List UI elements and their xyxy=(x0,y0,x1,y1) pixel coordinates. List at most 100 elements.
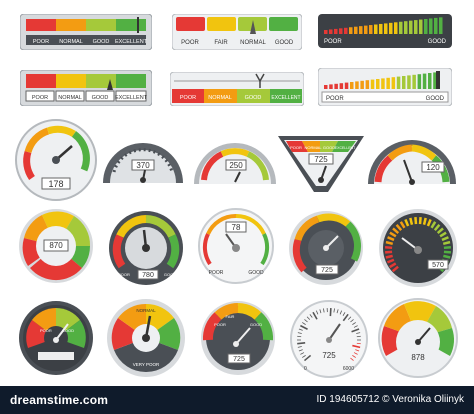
gauge-r3-4-tick xyxy=(339,310,343,315)
gauge-r1-4-label-good: GOOD xyxy=(323,145,335,150)
bar4-label-excellent: EXCELLENT xyxy=(115,95,148,101)
led1-label-poor: POOR xyxy=(324,39,342,45)
gauge-r2-5-tick xyxy=(389,262,397,269)
gauge-r3-4-tick xyxy=(351,328,360,333)
led2-segment xyxy=(402,76,406,89)
led1-segment xyxy=(374,24,378,34)
gauge-r2-5-tick xyxy=(392,227,400,234)
led2-segment xyxy=(324,85,328,89)
led-bar-2-graphic: POOR GOOD xyxy=(317,67,453,107)
gauge-r1-4-label-poor: POOR xyxy=(290,145,302,150)
led-bar-1-graphic: POOR GOOD xyxy=(318,14,452,48)
led1-segment xyxy=(329,29,333,34)
gauge-r2-5-tick xyxy=(433,224,441,231)
gauge-r3-4-tick xyxy=(352,355,356,358)
gauge-r3-2: NORMAL VERY POOR xyxy=(106,298,186,378)
gauge-r2-5-tick xyxy=(389,231,397,238)
gauge-r2-5-tick xyxy=(395,224,403,231)
gauge-r3-5-value: 878 xyxy=(411,353,425,362)
bar5-label-excellent: EXCELLENT xyxy=(271,95,300,101)
gauge-r3-4-tick xyxy=(355,349,360,352)
gauge-r3-4-tick xyxy=(297,332,302,334)
rating-bar-2: POOR FAIR NORMAL GOOD xyxy=(171,13,303,51)
rating-bar-2-graphic: POOR FAIR NORMAL GOOD xyxy=(171,13,303,51)
led2-segment xyxy=(417,74,422,89)
gauge-r3-4-tick xyxy=(333,308,335,313)
gauge-r1-1-value: 178 xyxy=(48,179,63,189)
gauge-r3-4-tick xyxy=(342,313,349,322)
led1-segment xyxy=(369,25,373,34)
gauge-r3-4-tick xyxy=(297,346,302,348)
led2-segment xyxy=(329,84,333,89)
gauge-r2-5-tick xyxy=(391,265,399,273)
gauge-r3-4-tick xyxy=(312,311,318,320)
gauge-r2-5-tick xyxy=(418,217,422,225)
gauge-r2-4-value: 725 xyxy=(321,267,333,274)
led2-segment xyxy=(370,79,375,89)
gauge-r3-5-graphic: 878 xyxy=(378,298,458,378)
led2-segment xyxy=(365,80,370,89)
led2-label-good: GOOD xyxy=(426,96,445,102)
gauge-r2-5-tick xyxy=(384,250,393,254)
gauge-r2-5-tick xyxy=(436,227,444,234)
led1-segment xyxy=(414,20,418,34)
gauge-r3-4-tick xyxy=(319,309,322,314)
led2-label-poor: POOR xyxy=(326,96,344,102)
rating-bar-1-graphic: POOR NORMAL GOOD EXCELLENT xyxy=(19,13,153,51)
gauge-r3-3-label-good: GOOD xyxy=(250,322,262,327)
gauge-r3-1-graphic: POOR GOOD xyxy=(19,301,93,375)
gauge-r3-4-tick xyxy=(306,316,311,320)
gauge-r3-4-tick xyxy=(297,341,306,345)
gauge-r2-5-tick xyxy=(385,245,393,250)
led1-segment xyxy=(389,22,393,34)
rating-bar-1: POOR NORMAL GOOD EXCELLENT xyxy=(19,13,153,51)
gauge-r1-3-graphic: 250 xyxy=(194,143,276,184)
gauge-r2-5-tick xyxy=(439,231,447,238)
gauge-r2-5-tick xyxy=(443,245,451,250)
led1-segment xyxy=(354,26,358,34)
gauge-r2-2-label-good: GOOD xyxy=(164,272,176,277)
gauge-r2-5-tick xyxy=(386,258,395,264)
gauge-r2-5-value: 570 xyxy=(432,262,444,269)
gauge-r3-4-tick xyxy=(309,314,313,318)
gauge-r3-3: 725 POOR FAIR GOOD xyxy=(198,300,278,376)
gauge-r3-4-tick xyxy=(342,312,346,316)
led2-segment xyxy=(376,79,380,89)
gauge-r2-3-value: 78 xyxy=(232,223,241,232)
gauge-r3-4-graphic: 725 0 6000 xyxy=(290,300,368,378)
gauge-r2-2-graphic: 780 POOR GOOD xyxy=(109,211,183,285)
gauge-r2-3-label-good: GOOD xyxy=(248,270,264,276)
gauge-r2-5-tick xyxy=(414,217,418,225)
gauge-r2-5-tick xyxy=(426,219,432,227)
bar5-label-poor: POOR xyxy=(180,95,196,101)
led2-segment xyxy=(422,73,427,89)
led1-segment xyxy=(364,25,368,34)
led2-segment xyxy=(344,82,349,89)
gauge-r1-4-value: 725 xyxy=(314,155,328,164)
gauge-r1-1-graphic: 178 xyxy=(15,119,97,201)
watermark-brand: dreamstime.com xyxy=(10,393,109,407)
gauge-r3-4-tick xyxy=(350,357,354,361)
gauge-r3-4-tick xyxy=(347,316,352,320)
gauge-r3-4-tick xyxy=(336,309,339,314)
bar2-label-normal: NORMAL xyxy=(240,40,266,46)
gauge-r2-3-label-poor: POOR xyxy=(209,270,224,276)
led1-segment xyxy=(349,27,353,34)
gauge-r3-4-tick xyxy=(300,352,305,355)
gauge-r2-5-tick xyxy=(422,217,427,226)
bar5-label-good: GOOD xyxy=(245,95,262,101)
gauge-r3-4-tick xyxy=(298,328,303,331)
led2-segment xyxy=(412,74,416,89)
led2-segment xyxy=(350,82,354,89)
led1-label-good: GOOD xyxy=(428,39,447,45)
gauge-r3-1: POOR GOOD xyxy=(18,300,94,376)
gauge-r3-2-label-very-poor: VERY POOR xyxy=(133,362,160,367)
led1-segment xyxy=(344,27,348,34)
gauge-r3-4-tick xyxy=(302,322,306,325)
gauge-r2-5-tick xyxy=(404,219,410,227)
gauge-r1-5-value: 120 xyxy=(426,163,440,172)
gauge-r1-4-graphic: POOR NORMAL GOOD EXCELLENT 725 xyxy=(278,136,364,192)
gauge-r3-4-tick xyxy=(353,352,358,355)
led2-segment xyxy=(355,81,359,89)
gauge-r3-4-value: 725 xyxy=(322,351,336,360)
